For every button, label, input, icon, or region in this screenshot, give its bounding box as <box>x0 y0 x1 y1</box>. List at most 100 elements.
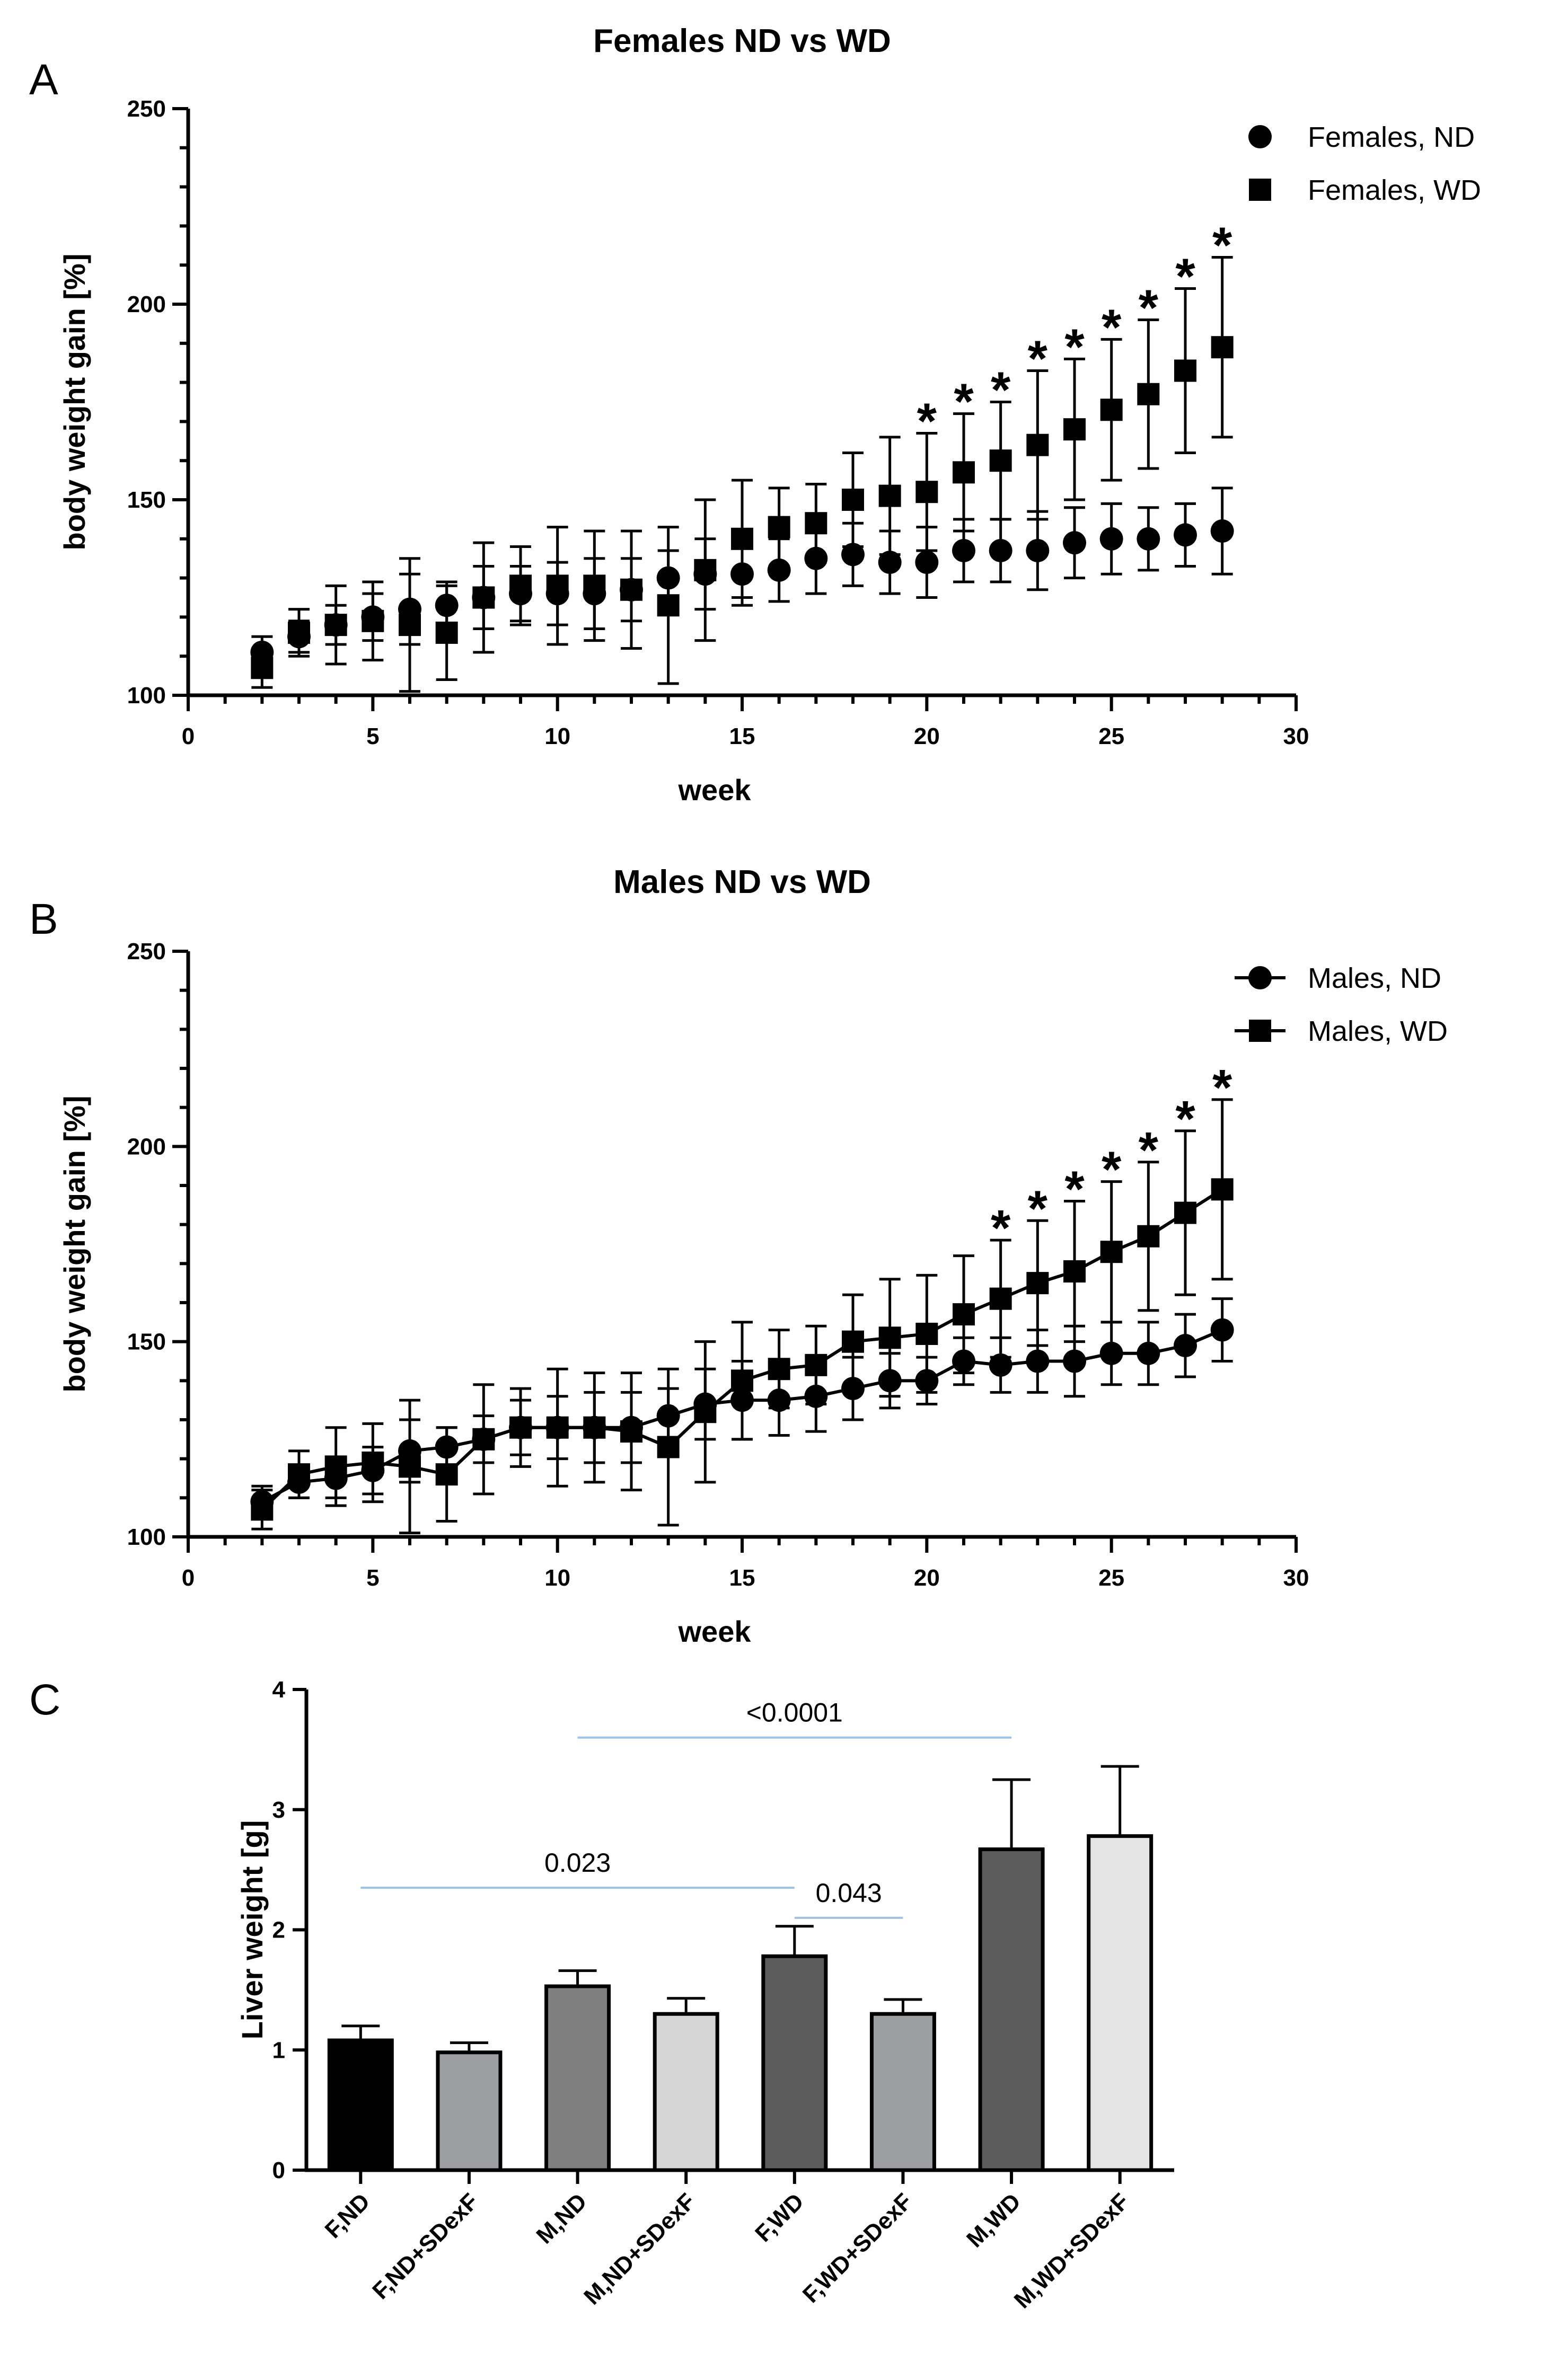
data-point-square <box>509 574 532 597</box>
category-label: M,WD <box>962 2188 1026 2252</box>
significance-star: * <box>1064 318 1085 375</box>
panel-b-chart: B Males ND vs WD 100 150 200 250 0 5 10 15 20 25 30 b… <box>29 864 1448 1648</box>
y-tick-label: 0 <box>272 2157 285 2183</box>
data-point-square <box>989 449 1012 472</box>
bar <box>653 2012 719 2172</box>
significance-star: * <box>917 393 937 450</box>
significance-star: * <box>1102 1142 1122 1198</box>
data-point-square <box>768 516 790 538</box>
significance-star: * <box>1175 1091 1195 1147</box>
x-tick-label: 25 <box>1098 1565 1124 1591</box>
x-tick-label: 30 <box>1283 723 1309 749</box>
p-value-label: 0.023 <box>544 1848 611 1878</box>
data-point-square <box>583 574 606 597</box>
chart-title: Males ND vs WD <box>613 864 871 900</box>
p-value-label: <0.0001 <box>746 1698 843 1728</box>
data-point-square <box>620 1420 642 1443</box>
data-point-circle <box>1174 1334 1197 1358</box>
data-point-circle <box>952 538 975 562</box>
data-point-square <box>842 489 864 511</box>
data-point-square <box>288 1463 310 1486</box>
data-point-circle <box>1026 1349 1050 1373</box>
category-label: M,ND+SDexF <box>579 2188 700 2310</box>
data-point-square <box>1211 1178 1234 1201</box>
data-point-square <box>362 1452 384 1474</box>
data-point-square <box>878 1326 901 1349</box>
data-point-circle <box>1063 531 1086 555</box>
legend-marker-square <box>1249 1020 1271 1042</box>
data-point-square <box>472 1428 495 1450</box>
data-point-circle <box>989 538 1012 562</box>
bar <box>761 1954 828 2172</box>
bar <box>436 2050 503 2172</box>
x-tick-label: 10 <box>544 1565 570 1591</box>
data-point-square <box>1174 359 1196 382</box>
data-point-circle <box>915 551 939 574</box>
data-point-square <box>657 594 680 617</box>
significance-star: * <box>1212 1059 1232 1116</box>
y-axis-label: body weight gain [%] <box>58 254 91 551</box>
data-point-square <box>915 1322 938 1345</box>
x-tick-label: 0 <box>182 1565 195 1591</box>
data-point-square <box>399 614 421 636</box>
y-tick-label: 250 <box>127 939 166 965</box>
data-point-square <box>731 527 753 550</box>
category-label: F,ND+SDexF <box>367 2188 483 2304</box>
data-point-square <box>1100 1241 1123 1263</box>
data-point-square <box>288 621 310 644</box>
data-point-square <box>251 657 274 679</box>
data-point-square <box>435 1463 458 1486</box>
data-point-square <box>251 1498 274 1521</box>
data-point-square <box>731 1369 753 1392</box>
data-point-square <box>509 1416 532 1439</box>
y-axis-label: body weight gain [%] <box>58 1096 91 1393</box>
data-point-square <box>878 484 901 507</box>
significance-star: * <box>991 1200 1011 1257</box>
y-tick-label: 3 <box>272 1797 285 1823</box>
legend-marker-circle <box>1248 125 1272 148</box>
data-point-circle <box>1210 1318 1234 1342</box>
data-point-square <box>324 1455 347 1478</box>
data-point-square <box>324 614 347 636</box>
category-label: F,ND <box>320 2188 375 2243</box>
legend-label: Males, WD <box>1308 1015 1448 1047</box>
category-label: M,ND <box>531 2188 592 2249</box>
y-tick-label: 150 <box>127 487 166 513</box>
y-tick-label: 250 <box>127 96 166 122</box>
data-point-square <box>1137 1225 1160 1247</box>
y-tick-label: 200 <box>127 291 166 317</box>
data-point-circle <box>1210 519 1234 543</box>
x-tick-label: 15 <box>729 723 755 749</box>
y-tick-label: 4 <box>272 1677 286 1703</box>
data-point-square <box>435 621 458 644</box>
legend-label: Males, ND <box>1308 962 1441 994</box>
bar <box>327 2038 394 2172</box>
data-point-square <box>362 609 384 632</box>
y-tick-label: 150 <box>127 1329 166 1355</box>
data-point-circle <box>841 543 865 567</box>
panel-a-chart: A Females ND vs WD 100 150 200 250 0 5 10 15 20 25 3… <box>29 23 1481 807</box>
panel-letter: A <box>29 56 58 104</box>
data-point-square <box>546 574 569 597</box>
data-point-circle <box>1099 1341 1123 1365</box>
category-label: F,WD <box>750 2188 809 2247</box>
data-point-square <box>915 481 938 503</box>
significance-star: * <box>1175 248 1195 305</box>
data-point-square <box>399 1455 421 1478</box>
data-point-square <box>472 586 495 609</box>
x-tick-label: 5 <box>366 1565 379 1591</box>
significance-star: * <box>1028 1180 1048 1237</box>
data-point-square <box>694 1401 717 1423</box>
data-point-square <box>657 1436 680 1458</box>
data-point-circle <box>1026 538 1050 562</box>
panel-letter: B <box>29 895 58 943</box>
data-point-square <box>805 1353 827 1376</box>
y-tick-label: 100 <box>127 683 166 709</box>
data-point-square <box>989 1287 1012 1310</box>
x-tick-label: 25 <box>1098 723 1124 749</box>
x-tick-label: 5 <box>366 723 379 749</box>
data-point-square <box>805 512 827 535</box>
data-point-circle <box>1137 527 1160 551</box>
data-point-square <box>1211 336 1234 359</box>
